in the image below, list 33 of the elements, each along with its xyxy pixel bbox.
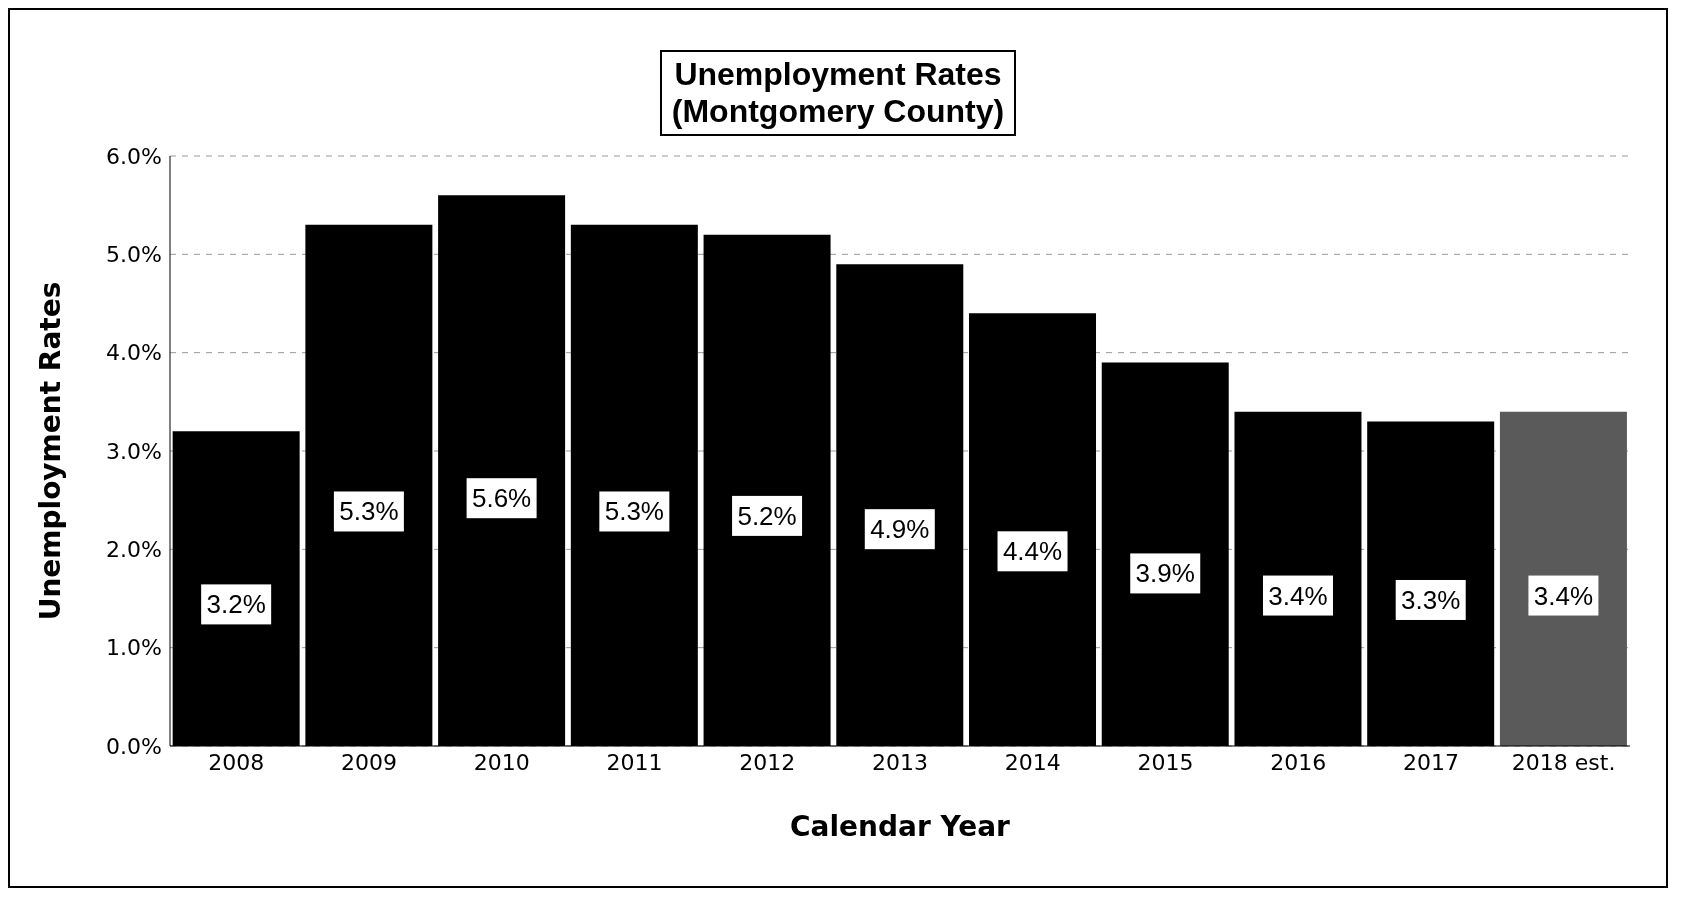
- chart-title: Unemployment Rates (Montgomery County): [659, 50, 1017, 136]
- x-axis-title: Calendar Year: [790, 810, 1011, 843]
- y-tick-label: 3.0%: [106, 438, 162, 464]
- y-axis-title: Unemployment Rates: [33, 281, 67, 621]
- y-tick-label: 5.0%: [106, 242, 162, 268]
- data-label: 5.3%: [604, 496, 664, 527]
- x-tick-label: 2011: [606, 749, 663, 775]
- x-tick-label: 2018 est.: [1511, 749, 1616, 775]
- x-tick-label: 2008: [208, 749, 265, 775]
- x-tick-label: 2014: [1004, 749, 1061, 775]
- x-tick-label: 2010: [473, 749, 530, 775]
- data-label: 4.4%: [1002, 536, 1063, 567]
- y-tick-label: 4.0%: [106, 340, 162, 366]
- x-tick-label: 2013: [872, 749, 928, 775]
- y-tick-label: 0.0%: [106, 733, 162, 759]
- data-label: 5.6%: [471, 483, 532, 514]
- x-tick-label: 2009: [341, 749, 398, 775]
- x-tick-label: 2012: [739, 749, 796, 775]
- x-tick-label: 2017: [1402, 749, 1459, 775]
- x-tick-label: 2015: [1137, 749, 1194, 775]
- data-label: 3.9%: [1135, 558, 1195, 589]
- data-label: 3.4%: [1268, 580, 1328, 611]
- data-label: 5.3%: [339, 496, 399, 527]
- data-label: 4.9%: [870, 514, 930, 545]
- bar: [1499, 411, 1627, 746]
- x-tick-label: 2016: [1270, 749, 1327, 775]
- y-tick-label: 6.0%: [106, 143, 162, 169]
- data-label: 3.3%: [1401, 584, 1461, 615]
- data-label: 5.2%: [737, 500, 797, 531]
- data-label: 3.2%: [206, 589, 266, 620]
- y-tick-label: 2.0%: [106, 537, 162, 563]
- y-tick-label: 1.0%: [106, 635, 162, 661]
- data-label: 3.4%: [1533, 580, 1594, 611]
